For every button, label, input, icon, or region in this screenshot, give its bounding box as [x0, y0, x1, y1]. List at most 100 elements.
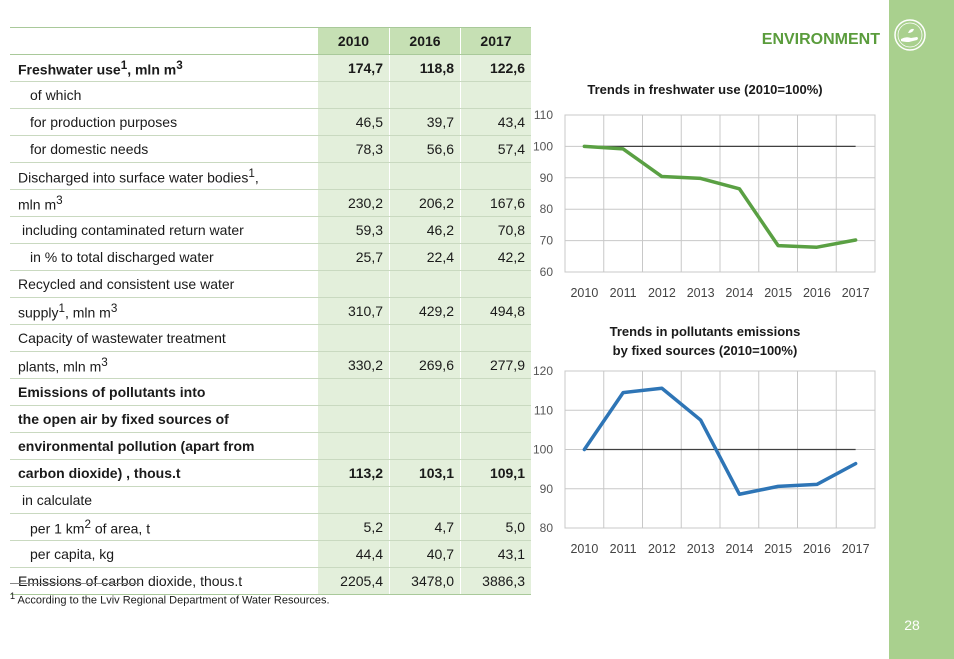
value-cell	[317, 405, 390, 433]
header-year: 2017	[460, 27, 531, 55]
header-year: 2016	[389, 27, 461, 55]
table-row: Recycled and consistent use water	[10, 270, 531, 298]
row-label-text: Recycled and consistent use water	[18, 276, 235, 292]
table-row: Discharged into surface water bodies1,	[10, 162, 531, 190]
value-cell	[460, 162, 531, 190]
value-cell: 57,4	[460, 135, 531, 163]
environment-hand-icon	[894, 19, 926, 51]
side-bar	[889, 0, 954, 659]
value-cell: 429,2	[389, 297, 461, 325]
y-tick-label: 110	[534, 108, 553, 122]
x-tick-label: 2010	[570, 542, 598, 556]
row-label-text: per 1 km	[30, 520, 85, 537]
row-label-tail: , mln m	[64, 304, 111, 321]
value-cell: 2205,4	[317, 567, 390, 595]
chart-title-freshwater: Trends in freshwater use (2010=100%)	[587, 82, 823, 97]
x-tick-label: 2013	[687, 542, 715, 556]
value-cell: 25,7	[317, 243, 390, 271]
superscript: 3	[56, 193, 63, 207]
row-label: for production purposes	[10, 108, 318, 136]
row-label: Freshwater use1, mln m3	[10, 54, 318, 82]
table-row: in calculate	[10, 486, 531, 514]
x-tick-label: 2017	[842, 286, 870, 300]
value-cell: 40,7	[389, 540, 461, 568]
value-cell: 109,1	[460, 459, 531, 487]
x-tick-label: 2015	[764, 286, 792, 300]
value-cell	[460, 324, 531, 352]
row-label-text: for production purposes	[30, 114, 178, 130]
value-cell: 22,4	[389, 243, 461, 271]
row-label: plants, mln m3	[10, 351, 318, 379]
row-label: Discharged into surface water bodies1,	[10, 162, 318, 190]
table-row: mln m3 230,2 206,2 167,6	[10, 189, 531, 217]
table-row: Emissions of carbon dioxide, thous.t 2205…	[10, 567, 531, 595]
row-label: in % to total discharged water	[10, 243, 318, 271]
row-label-text: Freshwater use	[18, 61, 121, 78]
table-row: carbon dioxide) , thous.t 113,2 103,1 109,1	[10, 459, 531, 487]
row-label: per 1 km2 of area, t	[10, 513, 318, 541]
row-label: Capacity of wastewater treatment	[10, 324, 318, 352]
row-label-text: environmental pollution (apart from	[18, 438, 255, 454]
row-label: including contaminated return water	[10, 216, 318, 244]
table-row: Capacity of wastewater treatment	[10, 324, 531, 352]
x-tick-label: 2010	[570, 286, 598, 300]
value-cell	[460, 486, 531, 514]
value-cell: 46,5	[317, 108, 390, 136]
row-label-tail: , mln m	[127, 61, 177, 78]
value-cell	[389, 432, 461, 460]
value-cell	[389, 378, 461, 406]
value-cell: 330,2	[317, 351, 390, 379]
x-tick-label: 2011	[610, 286, 637, 300]
table-row: supply1, mln m3 310,7 429,2 494,8	[10, 297, 531, 325]
table-row: Emissions of pollutants into	[10, 378, 531, 406]
value-cell	[460, 270, 531, 298]
value-cell: 113,2	[317, 459, 390, 487]
value-cell: 277,9	[460, 351, 531, 379]
table-row: plants, mln m3 330,2 269,6 277,9	[10, 351, 531, 379]
value-cell	[317, 432, 390, 460]
row-label-tail: ,	[254, 169, 259, 186]
row-label-text: Emissions of carbon dioxide, thous.t	[18, 573, 243, 589]
footnote-text: According to the Lviv Regional Departmen…	[15, 594, 330, 607]
row-label-text: in calculate	[22, 492, 93, 508]
row-label: carbon dioxide) , thous.t	[10, 459, 318, 487]
footnote-divider	[10, 583, 140, 584]
row-label-text: mln m	[18, 196, 57, 213]
x-tick-label: 2014	[725, 286, 753, 300]
x-tick-label: 2015	[764, 542, 792, 556]
value-cell: 44,4	[317, 540, 390, 568]
value-cell	[389, 270, 461, 298]
footnote: 1 According to the Lviv Regional Departm…	[10, 591, 330, 607]
y-tick-label: 120	[533, 364, 553, 378]
table-row: per 1 km2 of area, t 5,2 4,7 5,0	[10, 513, 531, 541]
row-label: Emissions of pollutants into	[10, 378, 318, 406]
row-label-text: including contaminated return water	[22, 222, 244, 238]
superscript: 1	[58, 301, 65, 315]
value-cell	[317, 270, 390, 298]
value-cell	[460, 405, 531, 433]
row-label: supply1, mln m3	[10, 297, 318, 325]
y-tick-label: 100	[533, 443, 553, 457]
value-cell: 5,0	[460, 513, 531, 541]
value-cell: 494,8	[460, 297, 531, 325]
superscript: 3	[176, 58, 183, 72]
value-cell: 56,6	[389, 135, 461, 163]
value-cell	[317, 378, 390, 406]
y-tick-label: 70	[540, 234, 554, 248]
row-label-text: plants, mln m	[18, 358, 102, 375]
value-cell: 46,2	[389, 216, 461, 244]
series-line	[582, 144, 858, 249]
value-cell: 122,6	[460, 54, 531, 82]
section-title: ENVIRONMENT	[761, 31, 880, 48]
superscript: 3	[101, 355, 108, 369]
y-tick-label: 90	[540, 482, 554, 496]
value-cell	[389, 81, 461, 109]
y-tick-label: 80	[540, 521, 554, 535]
chart-title-line: by fixed sources (2010=100%)	[612, 343, 798, 358]
value-cell: 167,6	[460, 189, 531, 217]
x-tick-label: 2013	[687, 286, 715, 300]
x-tick-label: 2016	[803, 542, 831, 556]
table-row: for domestic needs 78,3 56,6 57,4	[10, 135, 531, 163]
value-cell: 5,2	[317, 513, 390, 541]
footnote-marker: 1	[10, 591, 16, 601]
